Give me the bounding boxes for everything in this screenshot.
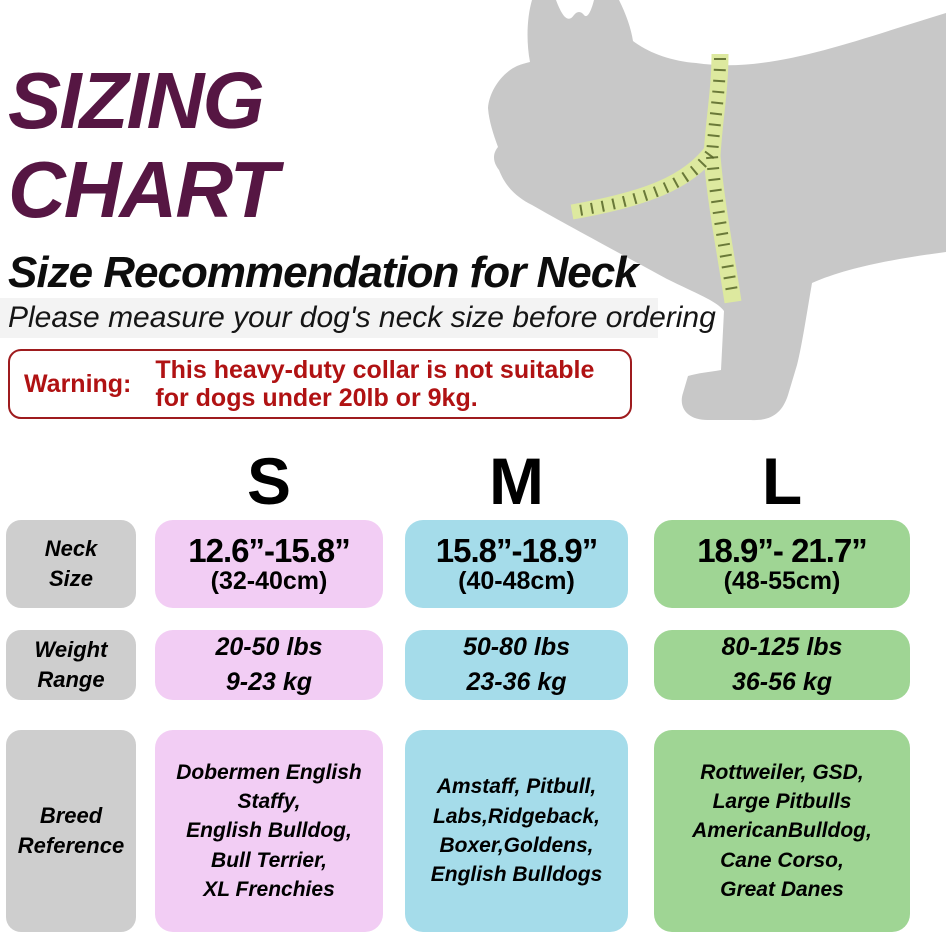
weight-cell-m: 50-80 lbs 23-36 kg: [405, 630, 628, 700]
weight-cell-s: 20-50 lbs 9-23 kg: [155, 630, 383, 700]
neck-size-cell-s: 12.6”-15.8” (32-40cm): [155, 520, 383, 608]
page-title: SIZING CHART: [8, 56, 279, 234]
neck-size-cell-l: 18.9”- 21.7” (48-55cm): [654, 520, 910, 608]
warning-message: This heavy-duty collar is not suitable fo…: [155, 355, 595, 413]
neck-inches-m: 15.8”-18.9”: [435, 532, 598, 569]
neck-size-cell-m: 15.8”-18.9” (40-48cm): [405, 520, 628, 608]
breed-cell-m: Amstaff, Pitbull, Labs,Ridgeback, Boxer,Go…: [405, 730, 628, 932]
size-header-s: S: [246, 444, 292, 518]
breed-cell-l: Rottweiler, GSD, Large Pitbulls AmericanBu…: [654, 730, 910, 932]
warning-box: Warning: This heavy-duty collar is not s…: [8, 349, 632, 419]
neck-cm-s: (32-40cm): [210, 567, 328, 595]
neck-inches-l: 18.9”- 21.7”: [697, 532, 868, 569]
neck-cm-m: (40-48cm): [458, 567, 575, 595]
measure-note: Please measure your dog's neck size befo…: [0, 298, 716, 338]
page-subtitle: Size Recommendation for Neck: [8, 248, 639, 297]
measuring-tape-branch-icon: [570, 145, 719, 220]
size-header-m: M: [489, 444, 544, 518]
neck-cm-l: (48-55cm): [723, 567, 841, 595]
neck-inches-s: 12.6”-15.8”: [188, 532, 350, 569]
row-label-breed-reference: Breed Reference: [6, 730, 136, 932]
size-header-l: L: [761, 444, 803, 518]
weight-cell-l: 80-125 lbs 36-56 kg: [654, 630, 910, 700]
dog-silhouette-graphic: [488, 0, 946, 421]
row-label-weight-range: Weight Range: [6, 630, 136, 700]
warning-label: Warning:: [24, 369, 132, 398]
row-label-neck-size: Neck Size: [6, 520, 136, 608]
breed-cell-s: Dobermen English Staffy, English Bulldog, B…: [155, 730, 383, 932]
